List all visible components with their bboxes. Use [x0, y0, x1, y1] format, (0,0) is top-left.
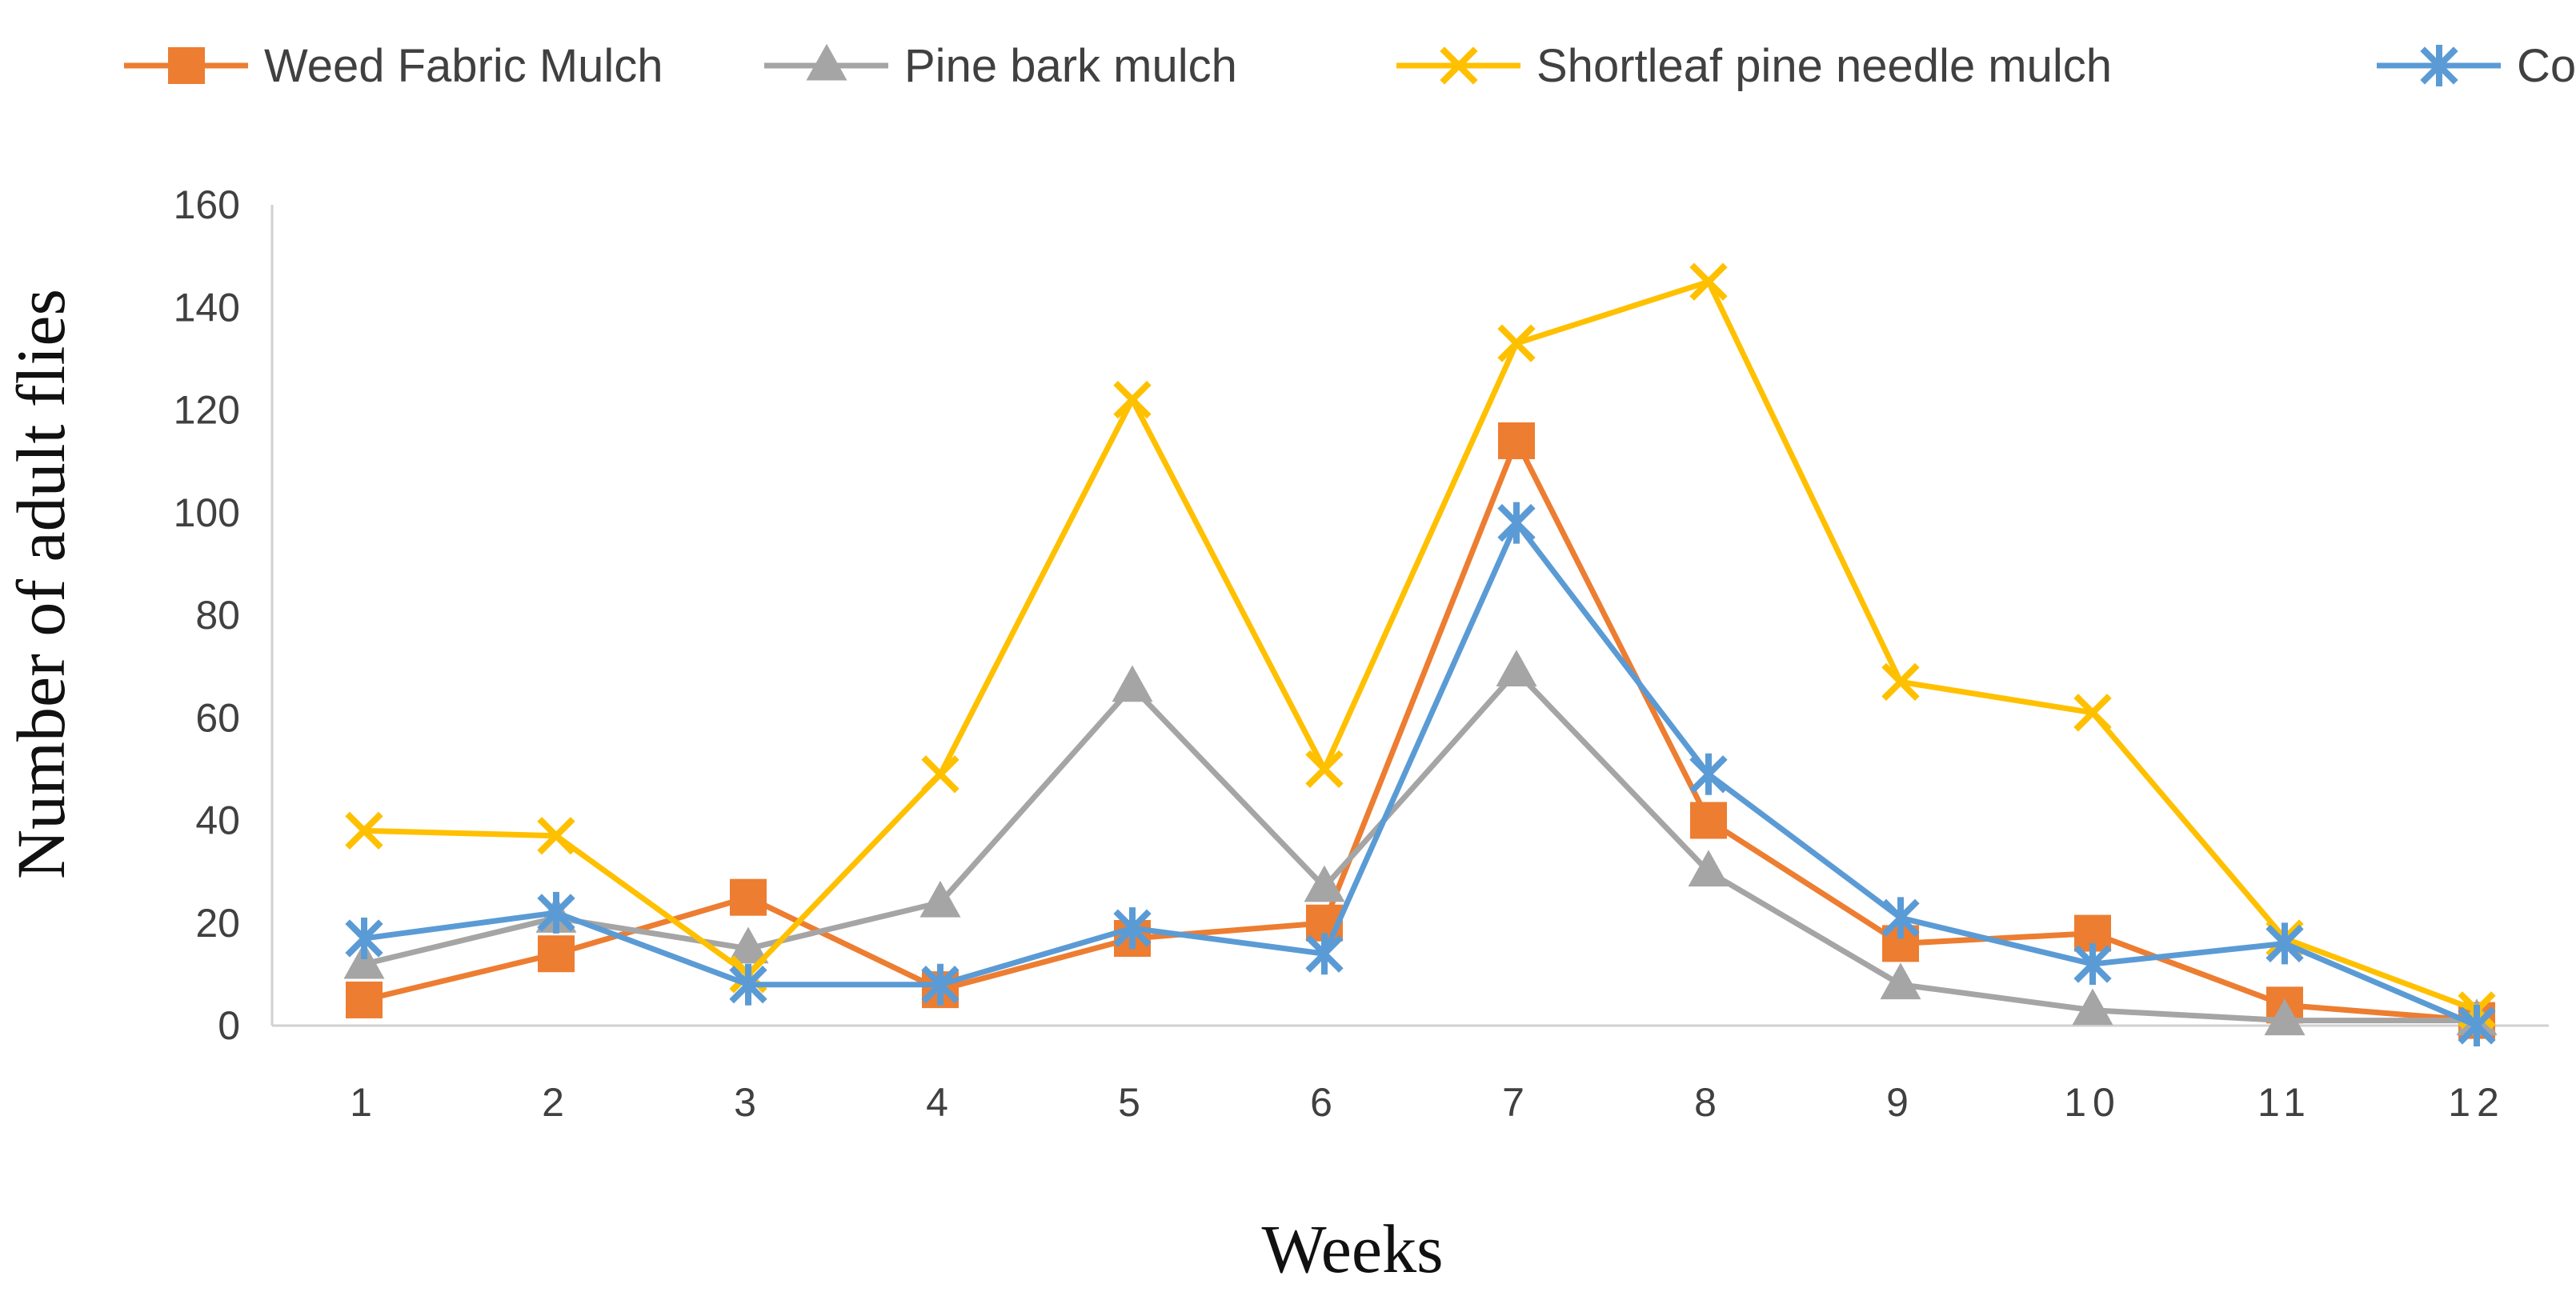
legend-marker — [1440, 46, 1478, 85]
legend-item-control: Control — [2377, 40, 2576, 92]
data-point-control — [2266, 922, 2304, 965]
legend-item-weed-fabric-mulch: Weed Fabric Mulch — [124, 40, 663, 92]
data-point-shortleaf-pine-needle-mulch — [537, 817, 575, 855]
data-point-pine-bark-mulch — [1880, 962, 1921, 1000]
series — [343, 262, 2498, 1046]
data-point-control — [1497, 502, 1536, 544]
data-point-shortleaf-pine-needle-mulch — [345, 811, 383, 850]
y-tick-label: 0 — [218, 1003, 240, 1048]
x-tick-label: 4 — [926, 1080, 955, 1125]
x-tick-label: 12 — [2448, 1080, 2506, 1125]
y-tick-label: 140 — [174, 285, 240, 330]
x-axis-title: Weeks — [1261, 1210, 1443, 1287]
legend-marker — [168, 47, 205, 84]
legend-label: Pine bark mulch — [904, 40, 1237, 92]
data-point-pine-bark-mulch — [1304, 865, 1345, 902]
y-tick-label: 160 — [174, 182, 240, 227]
data-point-shortleaf-pine-needle-mulch — [1689, 262, 1728, 301]
data-point-shortleaf-pine-needle-mulch — [1113, 381, 1152, 419]
y-axis-title: Number of adult flies — [2, 289, 79, 879]
x-tick-label: 1 — [350, 1080, 379, 1125]
data-point-weed-fabric-mulch — [538, 935, 575, 973]
y-tick-label: 60 — [195, 695, 240, 740]
legend-marker — [806, 43, 847, 81]
data-point-control — [1689, 753, 1728, 795]
series-weed-fabric-mulch — [346, 422, 2495, 1039]
series-line-weed-fabric-mulch — [363, 438, 2478, 1024]
x-tick-labels: 1 2 3 4 5 6 7 8 9 10 11 12 — [350, 1080, 2506, 1125]
y-tick-labels: 0 20 40 60 80 100 120 140 160 — [174, 182, 240, 1048]
x-tick-label: 8 — [1694, 1080, 1723, 1125]
series-control — [345, 502, 2496, 1046]
data-point-control — [537, 891, 575, 934]
data-point-pine-bark-mulch — [919, 880, 961, 918]
data-point-control — [345, 917, 383, 959]
legend-label: Control — [2517, 40, 2576, 92]
data-point-control — [1881, 897, 1920, 939]
data-point-pine-bark-mulch — [1112, 665, 1153, 702]
legend-item-shortleaf-pine-needle-mulch: Shortleaf pine needle mulch — [1396, 40, 2112, 92]
y-tick-label: 120 — [174, 388, 240, 433]
data-point-shortleaf-pine-needle-mulch — [1881, 662, 1920, 702]
data-point-control — [1113, 907, 1152, 950]
data-point-control — [2458, 1005, 2496, 1046]
y-tick-label: 40 — [195, 798, 240, 843]
data-point-pine-bark-mulch — [1496, 650, 1537, 687]
x-tick-label: 7 — [1502, 1080, 1531, 1125]
data-point-pine-bark-mulch — [343, 942, 385, 979]
x-tick-label: 11 — [2258, 1080, 2312, 1125]
series-pine-bark-mulch — [343, 650, 2498, 1036]
x-tick-label: 10 — [2064, 1080, 2121, 1125]
series-shortleaf-pine-needle-mulch — [345, 262, 2496, 1030]
data-point-shortleaf-pine-needle-mulch — [2073, 694, 2112, 732]
data-point-shortleaf-pine-needle-mulch — [1497, 324, 1536, 362]
x-tick-label: 2 — [542, 1080, 571, 1125]
legend-label: Weed Fabric Mulch — [264, 40, 663, 92]
series-line-pine-bark-mulch — [363, 669, 2477, 1024]
x-tick-label: 5 — [1118, 1080, 1147, 1125]
data-point-control — [2073, 943, 2112, 986]
y-tick-label: 80 — [195, 593, 240, 638]
x-tick-label: 6 — [1310, 1080, 1339, 1125]
x-tick-label: 9 — [1886, 1080, 1915, 1125]
legend-marker — [2420, 45, 2458, 86]
data-point-pine-bark-mulch — [2264, 998, 2306, 1036]
data-point-control — [1305, 933, 1344, 975]
legend: Weed Fabric Mulch Pine bark mulch Shortlea… — [124, 40, 2576, 92]
axes: Weeks Number of adult flies — [2, 205, 2549, 1287]
legend-label: Shortleaf pine needle mulch — [1536, 40, 2112, 92]
data-point-weed-fabric-mulch — [1690, 802, 1727, 839]
data-point-weed-fabric-mulch — [346, 981, 383, 1018]
data-point-weed-fabric-mulch — [1498, 422, 1535, 459]
y-tick-label: 20 — [195, 901, 240, 946]
data-point-weed-fabric-mulch — [730, 878, 767, 916]
data-point-shortleaf-pine-needle-mulch — [1305, 750, 1344, 789]
data-point-pine-bark-mulch — [2072, 988, 2113, 1026]
series-line-shortleaf-pine-needle-mulch — [363, 278, 2478, 1014]
y-tick-label: 100 — [174, 490, 240, 535]
x-tick-label: 3 — [734, 1080, 763, 1125]
data-point-pine-bark-mulch — [1688, 850, 1729, 887]
series-line-control — [363, 520, 2478, 1029]
legend-item-pine-bark-mulch: Pine bark mulch — [764, 40, 1237, 92]
data-point-pine-bark-mulch — [727, 926, 769, 964]
data-point-shortleaf-pine-needle-mulch — [921, 755, 959, 794]
data-point-control — [729, 963, 767, 1006]
data-point-control — [921, 963, 959, 1006]
